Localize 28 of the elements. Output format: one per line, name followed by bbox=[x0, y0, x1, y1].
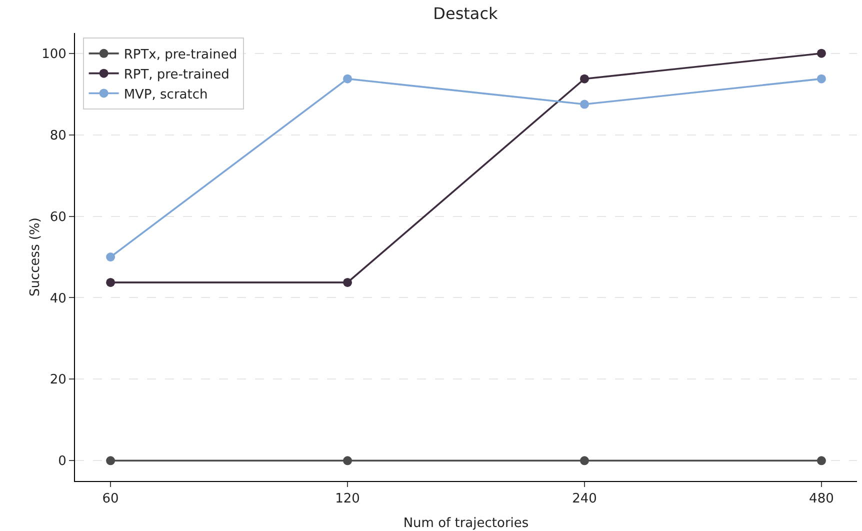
point bbox=[580, 456, 589, 466]
point bbox=[106, 456, 116, 466]
y-axis-title: Success (%) bbox=[28, 218, 43, 296]
y-tick-label: 20 bbox=[50, 372, 66, 388]
point bbox=[580, 74, 589, 84]
legend-label: MVP, scratch bbox=[124, 87, 208, 102]
legend-label: RPT, pre-trained bbox=[124, 67, 230, 82]
x-tick-label: 240 bbox=[572, 492, 597, 507]
point bbox=[343, 74, 352, 84]
point bbox=[106, 278, 116, 287]
point bbox=[816, 48, 826, 58]
point bbox=[816, 74, 826, 84]
legend-label: RPTx, pre-trained bbox=[124, 48, 238, 62]
point bbox=[580, 100, 589, 109]
y-tick-label: 0 bbox=[58, 454, 66, 470]
x-tick-label: 60 bbox=[102, 492, 119, 507]
y-tick-label: 80 bbox=[50, 128, 66, 144]
x-tick-label: 480 bbox=[809, 492, 834, 507]
point bbox=[106, 252, 116, 262]
chart-title: Destack bbox=[433, 4, 499, 24]
point bbox=[343, 456, 352, 466]
x-tick-label: 120 bbox=[335, 492, 360, 507]
point bbox=[343, 278, 352, 287]
y-tick-label: 40 bbox=[50, 291, 66, 306]
y-tick-label: 100 bbox=[42, 46, 66, 62]
x-axis-title: Num of trajectories bbox=[403, 516, 529, 531]
point bbox=[816, 456, 826, 466]
y-tick-label: 60 bbox=[50, 210, 66, 225]
